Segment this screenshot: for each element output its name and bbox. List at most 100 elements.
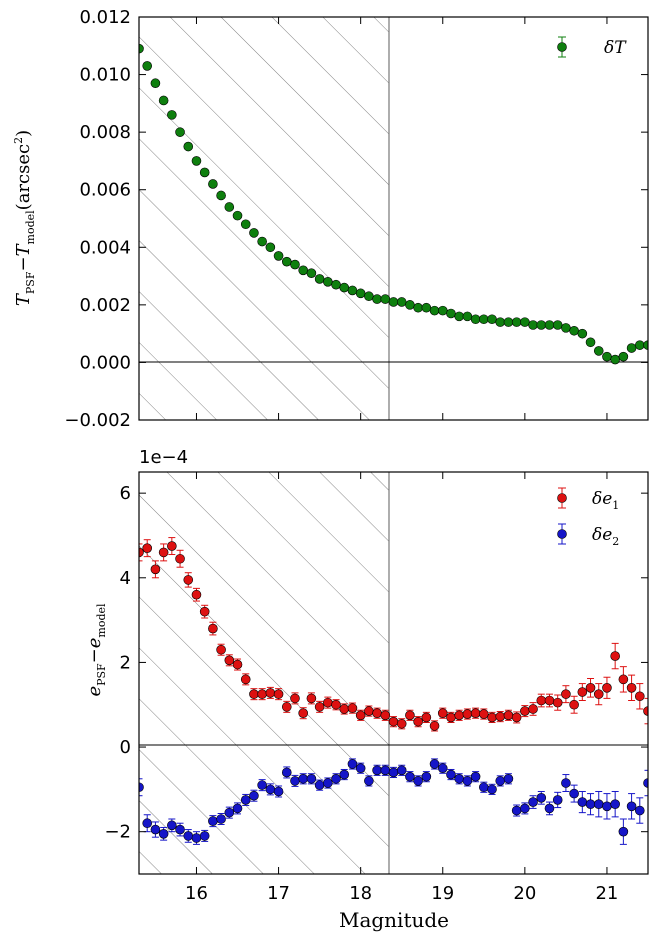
top-panel: −0.002 0.000 0.002 0.004 0.006 0.008 0.010 0.01…	[12, 7, 649, 431]
point-de2	[413, 776, 423, 786]
point-de1	[191, 589, 202, 600]
point-de2	[355, 763, 366, 774]
point-de1	[388, 716, 399, 727]
point-de2	[175, 824, 185, 835]
point-de1	[470, 708, 481, 719]
point-de1	[355, 710, 366, 721]
point-dT	[610, 354, 620, 365]
point-de2	[421, 771, 432, 782]
point-de2	[536, 793, 547, 803]
point-de2	[347, 759, 358, 769]
point-dT	[462, 311, 473, 322]
point-de2	[487, 784, 497, 795]
point-de1	[199, 606, 210, 617]
point-de2	[249, 790, 259, 801]
top-ytick-label: 0.002	[79, 295, 131, 316]
point-de2	[339, 769, 350, 780]
point-dT	[503, 317, 514, 327]
bottom-axes-frame	[138, 471, 649, 875]
point-de2	[552, 795, 563, 805]
point-de1	[183, 575, 194, 585]
point-de1	[479, 709, 489, 719]
point-dT	[290, 259, 300, 270]
xtick-label: 18	[349, 883, 372, 904]
point-de1	[265, 688, 276, 698]
legend-de2-marker	[557, 529, 567, 539]
top-legend: δT	[557, 36, 627, 58]
point-dT	[224, 202, 235, 212]
point-de1	[314, 702, 325, 712]
point-de2	[298, 773, 308, 784]
point-dT	[339, 282, 350, 293]
point-dT	[240, 219, 251, 230]
top-ytick-label: 0.010	[79, 65, 131, 86]
point-dT	[167, 110, 177, 120]
point-de2	[577, 797, 588, 807]
point-de1	[240, 674, 251, 685]
point-de2	[470, 771, 481, 782]
legend-de1-name: δe	[592, 489, 612, 509]
point-de2	[199, 831, 210, 841]
point-de2	[437, 763, 448, 774]
point-dT	[314, 274, 325, 284]
point-de1	[224, 655, 235, 666]
point-de1	[306, 693, 317, 704]
point-dT	[569, 325, 579, 336]
point-de2	[281, 767, 292, 778]
point-de1	[462, 709, 473, 719]
point-de2	[380, 765, 391, 776]
point-dT	[437, 305, 448, 316]
point-dT	[421, 302, 432, 313]
point-de1	[602, 683, 612, 693]
point-de1	[413, 716, 423, 727]
point-dT	[429, 305, 440, 316]
point-dT	[544, 320, 555, 330]
point-dT	[643, 340, 648, 350]
point-dT	[396, 297, 407, 307]
point-de1	[396, 718, 407, 729]
point-dT	[298, 265, 308, 276]
point-dT	[232, 210, 243, 221]
point-de1	[421, 712, 432, 723]
svg-text:ePSF−emodel: ePSF−emodel	[84, 603, 108, 697]
point-de2	[610, 799, 620, 809]
bottom-hatched-region	[139, 472, 389, 874]
point-dT	[511, 317, 522, 327]
point-de1	[339, 704, 350, 714]
point-dT	[191, 156, 202, 166]
top-y-axis-label: TPSF−Tmodel(arcsec2)	[12, 130, 37, 306]
xtick-label: 21	[595, 883, 618, 904]
svg-text:TPSF−Tmodel(arcsec2): TPSF−Tmodel(arcsec2)	[12, 130, 37, 306]
point-de1	[569, 699, 579, 710]
point-de1	[437, 708, 448, 719]
point-de1	[454, 710, 464, 721]
point-de1	[257, 689, 267, 699]
point-de2	[462, 776, 473, 786]
point-de1	[626, 683, 637, 693]
ylabel-top-sub-model: model	[24, 210, 37, 245]
point-dT	[520, 317, 530, 327]
point-dT	[364, 291, 374, 302]
point-de2	[240, 795, 251, 805]
point-de1	[643, 706, 648, 716]
point-de2	[323, 778, 333, 788]
point-de2	[479, 782, 489, 793]
point-de1	[158, 547, 169, 558]
point-de2	[602, 801, 612, 812]
top-ytick-label: 0.012	[79, 7, 131, 28]
point-de2	[158, 828, 169, 839]
point-de1	[610, 651, 620, 661]
point-de1	[298, 708, 308, 719]
point-dT	[150, 78, 161, 89]
ylabel-bot-sub-model: model	[95, 603, 108, 638]
point-de1	[216, 644, 226, 655]
point-de1	[232, 659, 243, 670]
top-ytick-label: 0.000	[79, 352, 131, 373]
point-dT	[470, 314, 481, 325]
point-de1	[511, 712, 522, 723]
point-de2	[257, 780, 267, 790]
point-de1	[487, 712, 497, 723]
point-de1	[577, 687, 588, 697]
point-de2	[306, 773, 317, 784]
